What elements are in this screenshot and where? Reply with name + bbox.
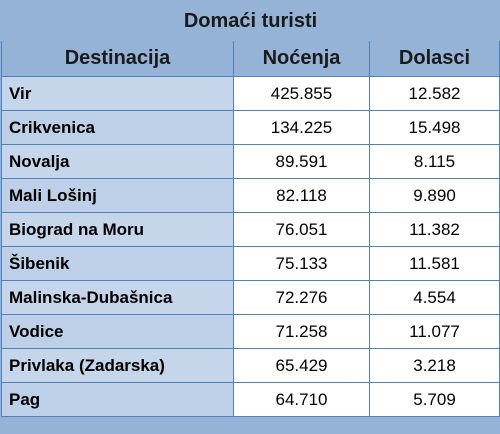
column-header-nights: Noćenja <box>233 40 370 77</box>
destination-cell: Novalja <box>1 144 234 179</box>
table-row: Biograd na Moru 76.051 11.382 <box>1 212 500 247</box>
table-row: Vodice 71.258 11.077 <box>1 314 500 349</box>
nights-cell: 134.225 <box>233 110 370 145</box>
table-row: Privlaka (Zadarska) 65.429 3.218 <box>1 348 500 383</box>
nights-cell: 72.276 <box>233 280 370 315</box>
arrivals-cell: 4.554 <box>368 280 500 315</box>
table-header-row: Destinacija Noćenja Dolasci <box>1 40 500 77</box>
table-title: Domaći turisti <box>0 1 500 41</box>
table-row: Pag 64.710 5.709 <box>1 382 500 417</box>
nights-cell: 89.591 <box>233 144 370 179</box>
destination-cell: Biograd na Moru <box>1 212 234 247</box>
arrivals-cell: 12.582 <box>368 76 500 111</box>
nights-cell: 425.855 <box>233 76 370 111</box>
destination-cell: Šibenik <box>1 246 234 281</box>
column-header-destination: Destinacija <box>1 40 234 77</box>
column-header-arrivals: Dolasci <box>368 40 500 77</box>
arrivals-cell: 11.581 <box>368 246 500 281</box>
arrivals-cell: 9.890 <box>368 178 500 213</box>
nights-cell: 65.429 <box>233 348 370 383</box>
table-row: Malinska-Dubašnica 72.276 4.554 <box>1 280 500 315</box>
destination-cell: Privlaka (Zadarska) <box>1 348 234 383</box>
destination-cell: Vir <box>1 76 234 111</box>
destination-cell: Vodice <box>1 314 234 349</box>
destination-cell: Crikvenica <box>1 110 234 145</box>
table-row: Novalja 89.591 8.115 <box>1 144 500 179</box>
destination-cell: Malinska-Dubašnica <box>1 280 234 315</box>
table-title-row: Domaći turisti <box>0 1 500 41</box>
table-row: Crikvenica 134.225 15.498 <box>1 110 500 145</box>
nights-cell: 71.258 <box>233 314 370 349</box>
nights-cell: 64.710 <box>233 382 370 417</box>
nights-cell: 75.133 <box>233 246 370 281</box>
nights-cell: 76.051 <box>233 212 370 247</box>
table-row: Šibenik 75.133 11.581 <box>1 246 500 281</box>
arrivals-cell: 3.218 <box>368 348 500 383</box>
nights-cell: 82.118 <box>233 178 370 213</box>
arrivals-cell: 15.498 <box>368 110 500 145</box>
arrivals-cell: 11.077 <box>368 314 500 349</box>
destination-cell: Mali Lošinj <box>1 178 234 213</box>
domestic-tourists-table: Domaći turisti Destinacija Noćenja Dolas… <box>0 1 500 417</box>
arrivals-cell: 5.709 <box>368 382 500 417</box>
table-row: Vir 425.855 12.582 <box>1 76 500 111</box>
arrivals-cell: 8.115 <box>368 144 500 179</box>
table-row: Mali Lošinj 82.118 9.890 <box>1 178 500 213</box>
destination-cell: Pag <box>1 382 234 417</box>
arrivals-cell: 11.382 <box>368 212 500 247</box>
